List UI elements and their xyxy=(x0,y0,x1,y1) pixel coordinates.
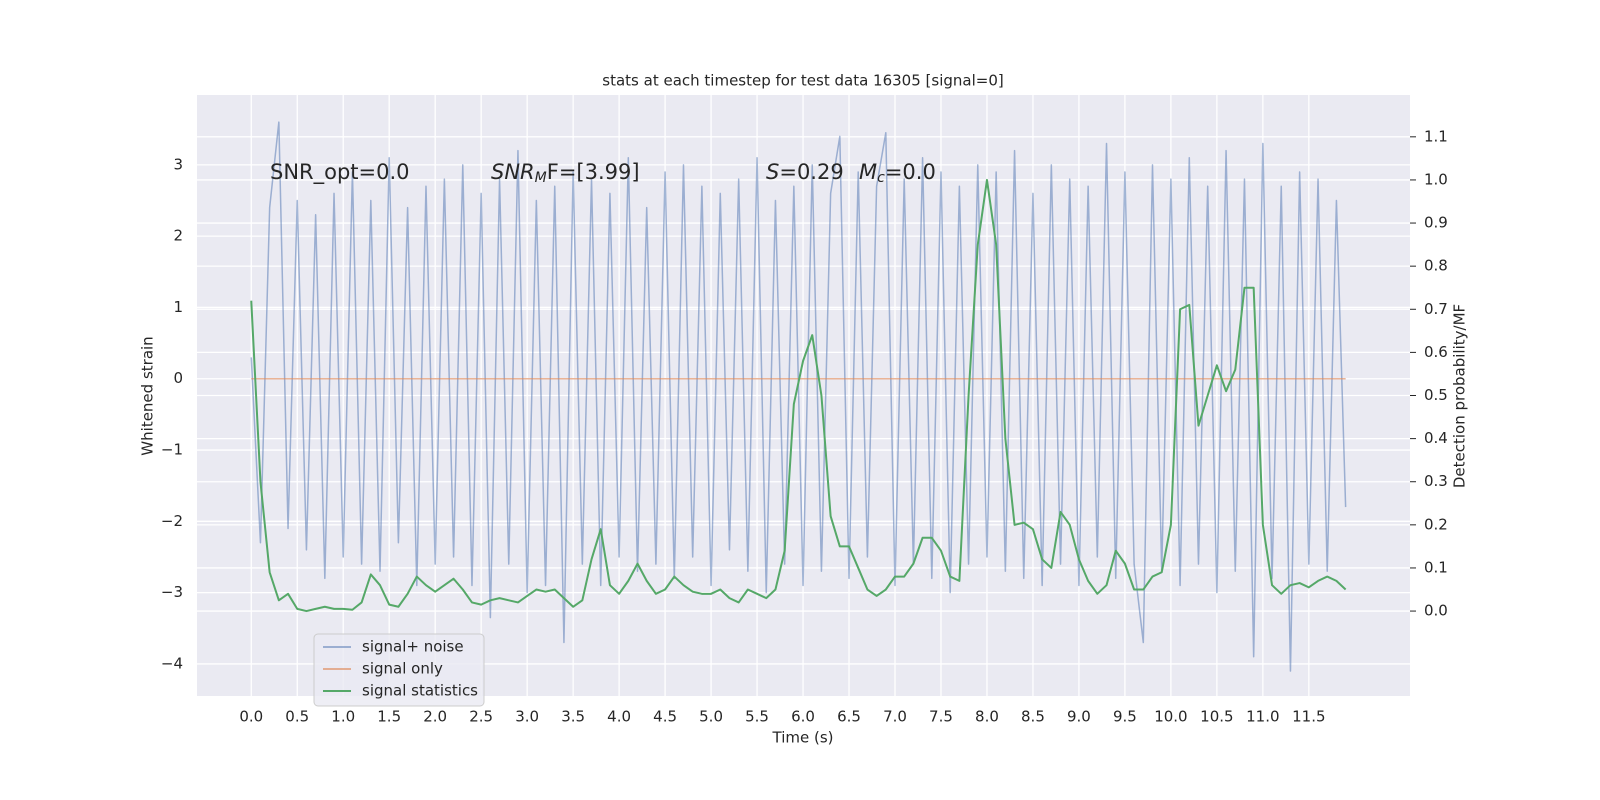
annotation-part: =0.0 xyxy=(885,160,936,184)
x-tick-label: 1.0 xyxy=(331,708,355,726)
y2-tick-label: 0.5 xyxy=(1424,386,1448,404)
y2-tick-label: 0.6 xyxy=(1424,343,1448,361)
y2-tick-label: 0.4 xyxy=(1424,429,1448,447)
annotation-part: c xyxy=(877,170,885,186)
y2-tick-label: 0.8 xyxy=(1424,257,1448,275)
x-tick-label: 1.5 xyxy=(377,708,401,726)
y2-tick-label: 0.9 xyxy=(1424,214,1448,232)
x-tick-label: 0.5 xyxy=(285,708,309,726)
y2-tick-label: 1.0 xyxy=(1424,170,1448,188)
annotation-part: =0.29 xyxy=(779,160,843,184)
marks xyxy=(250,121,1347,672)
y-tick-label: 2 xyxy=(173,227,183,245)
x-tick-label: 7.5 xyxy=(929,708,953,726)
y2-tick-label: 0.1 xyxy=(1424,558,1448,576)
x-tick-label: 4.5 xyxy=(653,708,677,726)
x-tick-label: 8.5 xyxy=(1021,708,1045,726)
annotation: SNR_opt=0.0 xyxy=(270,160,410,185)
annotation-part: SNR_opt=0.0 xyxy=(270,160,410,185)
x-tick-label: 8.0 xyxy=(975,708,999,726)
y2-tick-label: 0.7 xyxy=(1424,300,1448,318)
chart-title: stats at each timestep for test data 163… xyxy=(602,72,1003,90)
annotation: S=0.29 xyxy=(766,160,844,184)
x-tick-label: 11.0 xyxy=(1246,708,1279,726)
legend: signal+ noise signal only signal statistic… xyxy=(313,633,485,707)
annotation-part: SNR xyxy=(491,160,535,184)
x-tick-label: 10.5 xyxy=(1200,708,1233,726)
annotation-part: F=[3.99] xyxy=(547,160,640,184)
annotation-part: M xyxy=(535,170,547,186)
annotation-part: S xyxy=(766,160,779,184)
legend-label: signal only xyxy=(362,660,443,678)
x-axis-label: Time (s) xyxy=(772,729,834,747)
x-tick-label: 7.0 xyxy=(883,708,907,726)
y-tick-label: −3 xyxy=(161,583,183,601)
y2-tick-label: 0.2 xyxy=(1424,515,1448,533)
annotation: SNRMF=[3.99] xyxy=(491,160,640,186)
y-tick-label: −4 xyxy=(161,654,183,672)
x-tick-label: 9.0 xyxy=(1067,708,1091,726)
x-tick-label: 11.5 xyxy=(1292,708,1325,726)
x-tick-label: 4.0 xyxy=(607,708,631,726)
annotation: Mc=0.0 xyxy=(859,160,936,186)
y-axis-label: Whitened strain xyxy=(139,336,157,455)
labels: 0.0 0.5 1.0 1.5 2.0 2.5 3.0 3.5 4.0 4.5 5.0 5.5 6.0 6… xyxy=(161,127,1448,725)
x-tick-label: 10.0 xyxy=(1154,708,1187,726)
x-tick-label: 0.0 xyxy=(239,708,263,726)
x-tick-label: 9.5 xyxy=(1113,708,1137,726)
annotation-part: M xyxy=(859,160,877,184)
x-tick-label: 2.5 xyxy=(469,708,493,726)
y-tick-label: 0 xyxy=(173,369,183,387)
series-line xyxy=(250,178,1347,613)
y-tick-label: −2 xyxy=(161,512,183,530)
y2-axis-label: Detection probability/MF xyxy=(1451,304,1469,488)
x-tick-label: 3.5 xyxy=(561,708,585,726)
y-tick-label: 3 xyxy=(173,155,183,173)
x-tick-label: 2.0 xyxy=(423,708,447,726)
x-tick-label: 5.5 xyxy=(745,708,769,726)
x-tick-label: 3.0 xyxy=(515,708,539,726)
legend-box xyxy=(313,633,485,707)
x-tick-label: 6.0 xyxy=(791,708,815,726)
x-tick-label: 6.5 xyxy=(837,708,861,726)
legend-label: signal statistics xyxy=(362,682,478,700)
y-tick-label: 1 xyxy=(173,298,183,316)
y2-tick-label: 0.0 xyxy=(1424,602,1448,620)
y2-tick-label: 1.1 xyxy=(1424,127,1448,145)
x-tick-label: 5.0 xyxy=(699,708,723,726)
y-tick-label: −1 xyxy=(161,441,183,459)
legend-label: signal+ noise xyxy=(362,638,464,656)
y2-tick-label: 0.3 xyxy=(1424,472,1448,490)
